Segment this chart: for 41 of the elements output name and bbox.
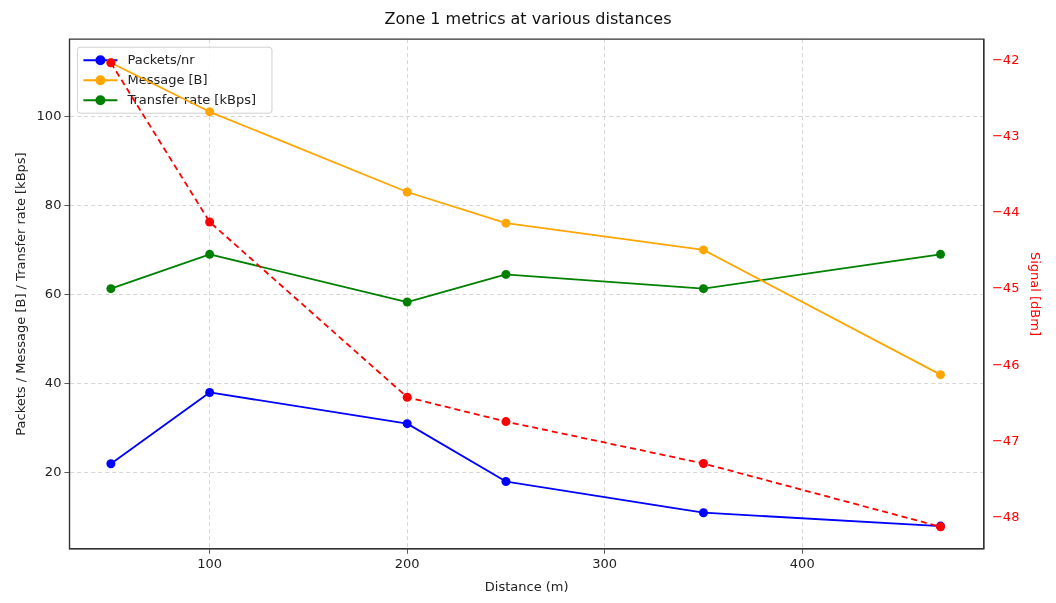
point [205, 387, 215, 397]
point [106, 284, 116, 294]
x-tick-label: 200 [394, 555, 420, 571]
point [106, 459, 116, 469]
point [936, 370, 946, 380]
point [402, 392, 412, 402]
point [205, 217, 215, 227]
y2-tick-label: −44 [991, 204, 1020, 220]
point [205, 107, 215, 117]
y2-tick-label: −47 [991, 432, 1020, 448]
y2-tick-label: −48 [991, 508, 1020, 524]
x-tick-label: 400 [789, 555, 815, 571]
y2-tick-label: −46 [991, 356, 1020, 372]
point [501, 269, 511, 279]
point [698, 284, 708, 294]
y2-tick-label: −42 [991, 51, 1020, 67]
point [501, 417, 511, 427]
point [501, 218, 511, 228]
x-tick-label: 100 [197, 555, 223, 571]
point [205, 249, 215, 259]
x-axis-title: Distance (m) [484, 578, 569, 594]
chart-title: Zone 1 metrics at various distances [384, 8, 672, 28]
y2-tick-label: −45 [991, 280, 1020, 296]
point [402, 419, 412, 429]
point [501, 477, 511, 487]
y-tick-label: 40 [44, 374, 62, 390]
legend-label: Packets/nr [127, 51, 196, 67]
point [402, 297, 412, 307]
y-tick-label: 100 [36, 107, 62, 123]
y-axis-title: Packets / Message [B] / Transfer rate [kBps] [13, 152, 29, 436]
point [698, 245, 708, 255]
y2-axis-title: Signal [dBm] [1027, 251, 1043, 337]
point [698, 508, 708, 518]
point [402, 187, 412, 197]
point [698, 458, 708, 468]
y-tick-label: 60 [44, 285, 62, 301]
y-tick-label: 80 [44, 196, 62, 212]
y-tick-label: 20 [44, 464, 62, 479]
x-tick-label: 300 [592, 555, 618, 571]
point [936, 249, 946, 259]
y2-tick-label: −43 [991, 128, 1020, 144]
